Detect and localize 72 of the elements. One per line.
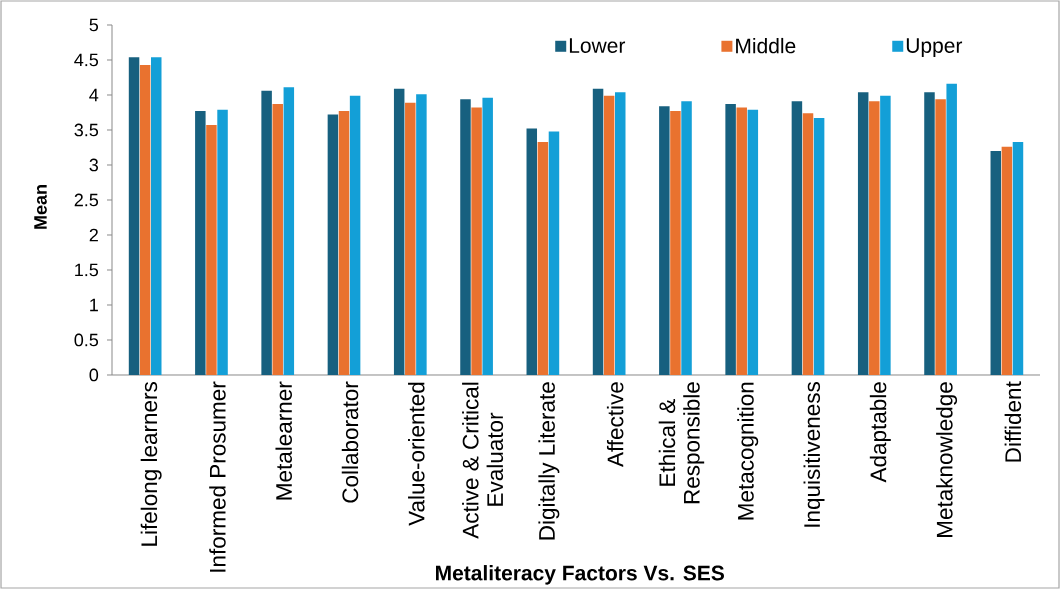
bar [1001,146,1013,375]
x-axis-title: Metaliteracy Factors Vs. SES [436,565,724,585]
bar [405,102,416,375]
y-tick-label: 3 [89,158,99,172]
bar [603,95,615,375]
bar [416,94,427,375]
bar [327,114,339,375]
x-tick-label: Collaborator [341,381,359,503]
y-tick-label: 2 [89,228,98,242]
x-tick-label: Diffident [1004,381,1022,462]
bar [151,57,162,375]
x-tick-label: Active & Critical Evaluator [462,382,504,539]
bar [272,104,283,375]
bar [813,118,825,375]
bar [139,64,151,375]
bar [283,87,295,375]
y-tick-label: 0.5 [74,333,99,347]
bar [537,141,549,375]
bar [946,83,957,375]
x-tick-label: Value-oriented [408,382,425,526]
bar [548,131,560,375]
x-tick-label: Adaptable [869,382,891,483]
bar [880,95,891,375]
bar [526,128,538,375]
bar [990,150,1002,375]
legend-label: Middle [736,37,796,54]
bar [195,111,206,375]
legend-label: Upper [906,38,963,58]
bar [217,109,228,375]
bar [482,97,493,375]
y-axis-title: Mean [34,185,47,229]
bar [460,99,471,375]
bar [747,109,759,375]
x-tick-label: Ethical & Responsible [658,382,705,504]
bar [670,111,681,375]
x-tick-label: Inquisitiveness [803,382,825,527]
y-tick-label: 5 [89,18,99,32]
y-tick-label: 3.5 [74,123,99,137]
bar [791,101,803,375]
x-tick-label: Digitally Literate [538,382,560,540]
bar [338,111,350,375]
bar [471,107,482,375]
bar [736,107,747,375]
bar [935,99,946,375]
bar [615,92,626,375]
bar [802,113,814,375]
bar [869,101,880,375]
y-tick-label: 0 [89,368,99,382]
bar [725,104,736,375]
bar [857,92,869,375]
bar [924,92,935,375]
y-tick-label: 1 [90,298,98,312]
bar [206,125,217,375]
legend-label: Lower [569,38,626,53]
bar [659,106,670,375]
bar [1012,141,1024,375]
bar [592,88,604,375]
bar [128,57,140,375]
x-tick-label: Metaknowledge [936,382,958,537]
bar [393,88,405,375]
bar [261,90,272,375]
x-tick-label: Lifelong learners [140,382,162,546]
y-tick-label: 4.5 [74,53,99,67]
y-tick-label: 4 [89,88,99,102]
bar [349,95,361,375]
x-tick-label: Affective [606,382,624,468]
x-tick-label: Informed Prosumer [209,381,226,572]
bar [681,101,692,375]
y-tick-label: 2.5 [74,193,99,207]
x-tick-label: Metacognition [737,382,759,520]
x-tick-label: Metalearner [275,381,292,500]
y-tick-label: 1.5 [75,263,99,277]
